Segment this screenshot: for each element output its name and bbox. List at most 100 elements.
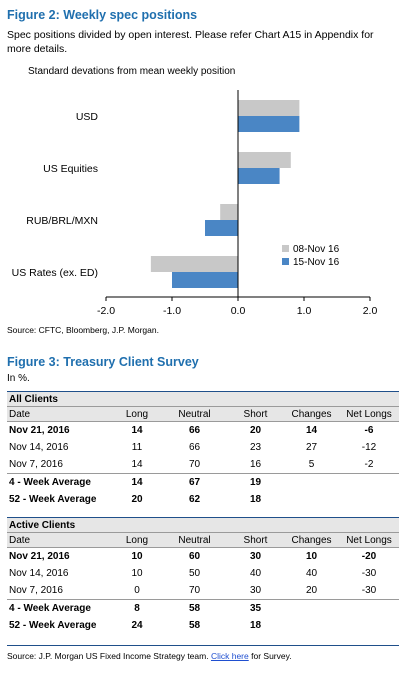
table-row: 52 - Week Average 24 58 18	[7, 617, 399, 634]
table-cell: 30	[249, 585, 262, 597]
table-cell	[284, 491, 339, 508]
table-cell: 67	[188, 476, 201, 488]
active-clients-heading: Active Clients	[7, 517, 399, 532]
table-cell: 62	[188, 493, 201, 505]
x-tick-label: -2.0	[97, 305, 115, 317]
table-cell: -30	[361, 585, 377, 597]
all-clients-heading: All Clients	[7, 391, 399, 406]
legend-label: 15-Nov 16	[293, 257, 340, 268]
table-row: 52 - Week Average 20 62 18	[7, 491, 399, 508]
table-cell: 70	[188, 585, 201, 597]
table-cell: 8	[134, 602, 140, 614]
chart-title: Standard devations from mean weekly posi…	[28, 66, 236, 77]
chart-bar	[238, 100, 300, 116]
table-row: Nov 7, 2016 0 70 30 20 -30	[7, 582, 399, 600]
category-label: US Equities	[43, 163, 98, 175]
category-label: RUB/BRL/MXN	[26, 215, 98, 227]
chart-bar	[150, 256, 238, 272]
table-cell	[284, 474, 339, 491]
table-cell: 14	[131, 476, 143, 488]
table-cell: 19	[249, 476, 262, 488]
chart-bar	[238, 116, 300, 132]
table-cell: 14	[131, 459, 143, 471]
row-label: Nov 14, 2016	[9, 442, 69, 454]
figure3-unit: In %.	[7, 373, 30, 384]
chart-bar	[238, 152, 291, 168]
chart-bar	[172, 272, 238, 288]
table-cell: -20	[361, 551, 377, 562]
table-cell: 40	[249, 568, 262, 580]
source-text: Source: J.P. Morgan US Fixed Income Stra…	[7, 651, 209, 661]
table-cell: 58	[188, 602, 201, 614]
table-cell	[284, 617, 339, 634]
table-cell: 24	[131, 619, 143, 631]
table-cell	[339, 474, 399, 491]
table-row: Nov 21, 2016 14 66 20 14 -6	[7, 422, 399, 439]
table-cell: 0	[134, 585, 140, 597]
table-cell: 5	[308, 459, 315, 471]
x-tick-label: 2.0	[363, 305, 378, 317]
column-header: Changes	[291, 409, 332, 420]
column-header: Long	[125, 409, 149, 420]
row-label: 52 - Week Average	[9, 493, 97, 505]
category-label: US Rates (ex. ED)	[12, 267, 98, 279]
column-header: Date	[9, 409, 31, 420]
figure2-subtitle: Spec positions divided by open interest.…	[7, 29, 374, 55]
survey-link[interactable]: Click here	[210, 651, 249, 661]
table-cell: 20	[249, 425, 262, 436]
row-label: 4 - Week Average	[9, 476, 91, 488]
table-cell: 60	[188, 551, 201, 562]
column-header: Date	[9, 535, 31, 546]
chart-bar	[205, 220, 238, 236]
spec-positions-chart: USD US Equities RUB/BRL/MXN US Rates (ex. E…	[12, 90, 378, 317]
legend-swatch	[282, 245, 289, 252]
table-row: 4 - Week Average 14 67 19	[7, 474, 399, 491]
source-suffix: for Survey.	[251, 651, 292, 661]
table-cell: -2	[364, 459, 374, 471]
x-tick-label: 1.0	[297, 305, 312, 317]
table-cell: 27	[305, 442, 318, 454]
table-cell: 58	[188, 619, 201, 631]
row-label: Nov 14, 2016	[9, 568, 69, 580]
table-cell: 14	[305, 425, 318, 436]
table-cell: 30	[249, 551, 262, 562]
table-cell: 20	[131, 493, 143, 505]
all-clients-header-row: Date Long Neutral Short Changes Net Long…	[7, 406, 399, 422]
column-header: Long	[125, 535, 149, 546]
table-row: Nov 21, 2016 10 60 30 10 -20	[7, 548, 399, 565]
table-cell: 40	[305, 568, 318, 580]
column-header: Changes	[291, 535, 332, 546]
table-cell: 50	[188, 568, 201, 580]
table-cell: 66	[188, 425, 201, 436]
table-cell: 11	[131, 442, 143, 454]
category-label: USD	[76, 111, 99, 123]
table-row: Nov 7, 2016 14 70 16 5 -2	[7, 456, 399, 474]
table-cell: 10	[131, 551, 143, 562]
x-tick-label: -1.0	[163, 305, 181, 317]
table-cell: 35	[249, 602, 262, 614]
table-cell: 18	[249, 619, 262, 631]
table-row: Nov 14, 2016 10 50 40 40 -30	[7, 565, 399, 582]
table-cell: 18	[249, 493, 262, 505]
legend-label: 08-Nov 16	[293, 244, 340, 255]
table-row: 4 - Week Average 8 58 35	[7, 600, 399, 617]
table-cell: 14	[131, 425, 143, 436]
table-bottom-rule	[7, 645, 399, 646]
legend-swatch	[282, 258, 289, 265]
figure3-source: Source: J.P. Morgan US Fixed Income Stra…	[7, 651, 292, 661]
column-header: Short	[243, 535, 268, 546]
table-cell	[339, 600, 399, 617]
figure3-title: Figure 3: Treasury Client Survey	[7, 355, 199, 369]
table-cell: -30	[361, 568, 377, 580]
chart-bar	[220, 204, 238, 220]
all-clients-table: All Clients Date Long Neutral Short Chan…	[7, 391, 399, 508]
chart-bar	[238, 168, 280, 184]
table-cell	[284, 600, 339, 617]
row-label: Nov 7, 2016	[9, 459, 63, 471]
table-cell	[339, 491, 399, 508]
row-label: Nov 7, 2016	[9, 585, 63, 597]
column-header: Neutral	[178, 535, 211, 546]
active-clients-header-row: Date Long Neutral Short Changes Net Long…	[7, 532, 399, 548]
table-cell: -6	[364, 425, 374, 436]
table-cell	[339, 617, 399, 634]
